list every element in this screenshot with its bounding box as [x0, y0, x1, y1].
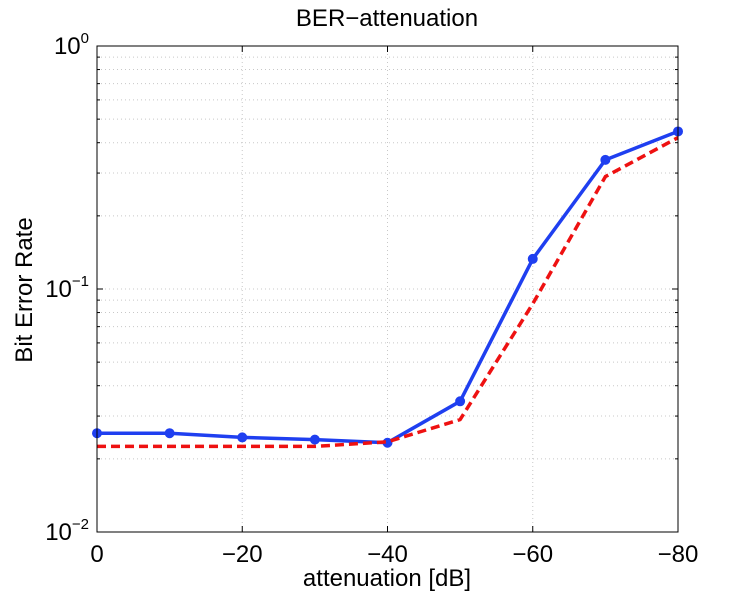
- x-tick-label: −40: [367, 541, 408, 568]
- x-tick-label: 0: [90, 541, 103, 568]
- x-tick-label: −20: [222, 541, 263, 568]
- data-point-measured: [237, 432, 248, 443]
- data-point-measured: [164, 428, 175, 439]
- x-tick-label: −60: [512, 541, 553, 568]
- data-point-measured: [600, 154, 611, 165]
- y-tick-label: 10−2: [45, 516, 89, 546]
- x-tick-label: −80: [658, 541, 699, 568]
- y-axis-label: Bit Error Rate: [11, 217, 38, 362]
- series-line-theory: [97, 136, 679, 449]
- data-point-measured: [309, 434, 320, 445]
- chart-title: BER−attenuation: [296, 5, 478, 32]
- data-series: [92, 126, 683, 449]
- y-tick-label: 100: [54, 30, 89, 60]
- y-axis-ticks: 10−2 10−1 100: [45, 30, 89, 546]
- x-axis-label: attenuation [dB]: [303, 565, 471, 592]
- grid-lines: [97, 46, 678, 533]
- data-point-measured: [527, 253, 538, 264]
- x-axis-ticks: 0 −20 −40 −60 −80: [90, 46, 698, 568]
- plot-frame: [96, 45, 679, 533]
- y-tick-label: 10−1: [45, 273, 89, 303]
- data-point-measured: [455, 396, 466, 407]
